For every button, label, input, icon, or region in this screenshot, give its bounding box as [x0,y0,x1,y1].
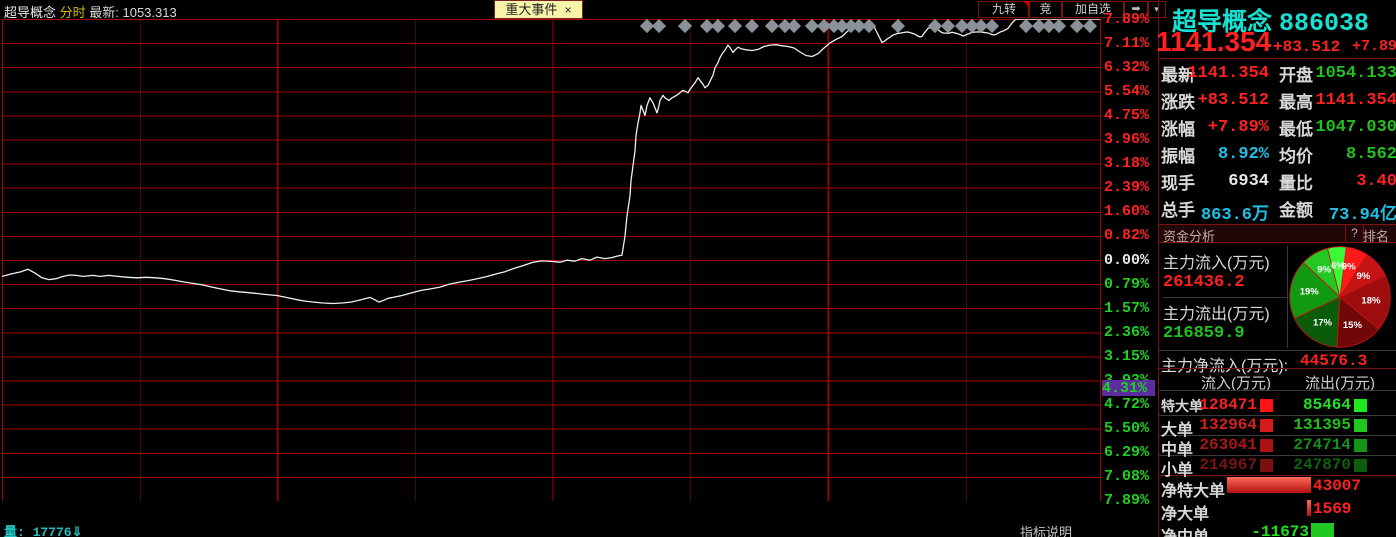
svg-text:17%: 17% [1313,317,1333,328]
svg-text:19%: 19% [1300,287,1320,298]
svg-text:6%: 6% [1331,260,1345,271]
svg-text:9%: 9% [1357,271,1371,282]
svg-text:18%: 18% [1361,295,1381,306]
svg-text:15%: 15% [1343,320,1363,331]
svg-text:9%: 9% [1317,265,1331,276]
